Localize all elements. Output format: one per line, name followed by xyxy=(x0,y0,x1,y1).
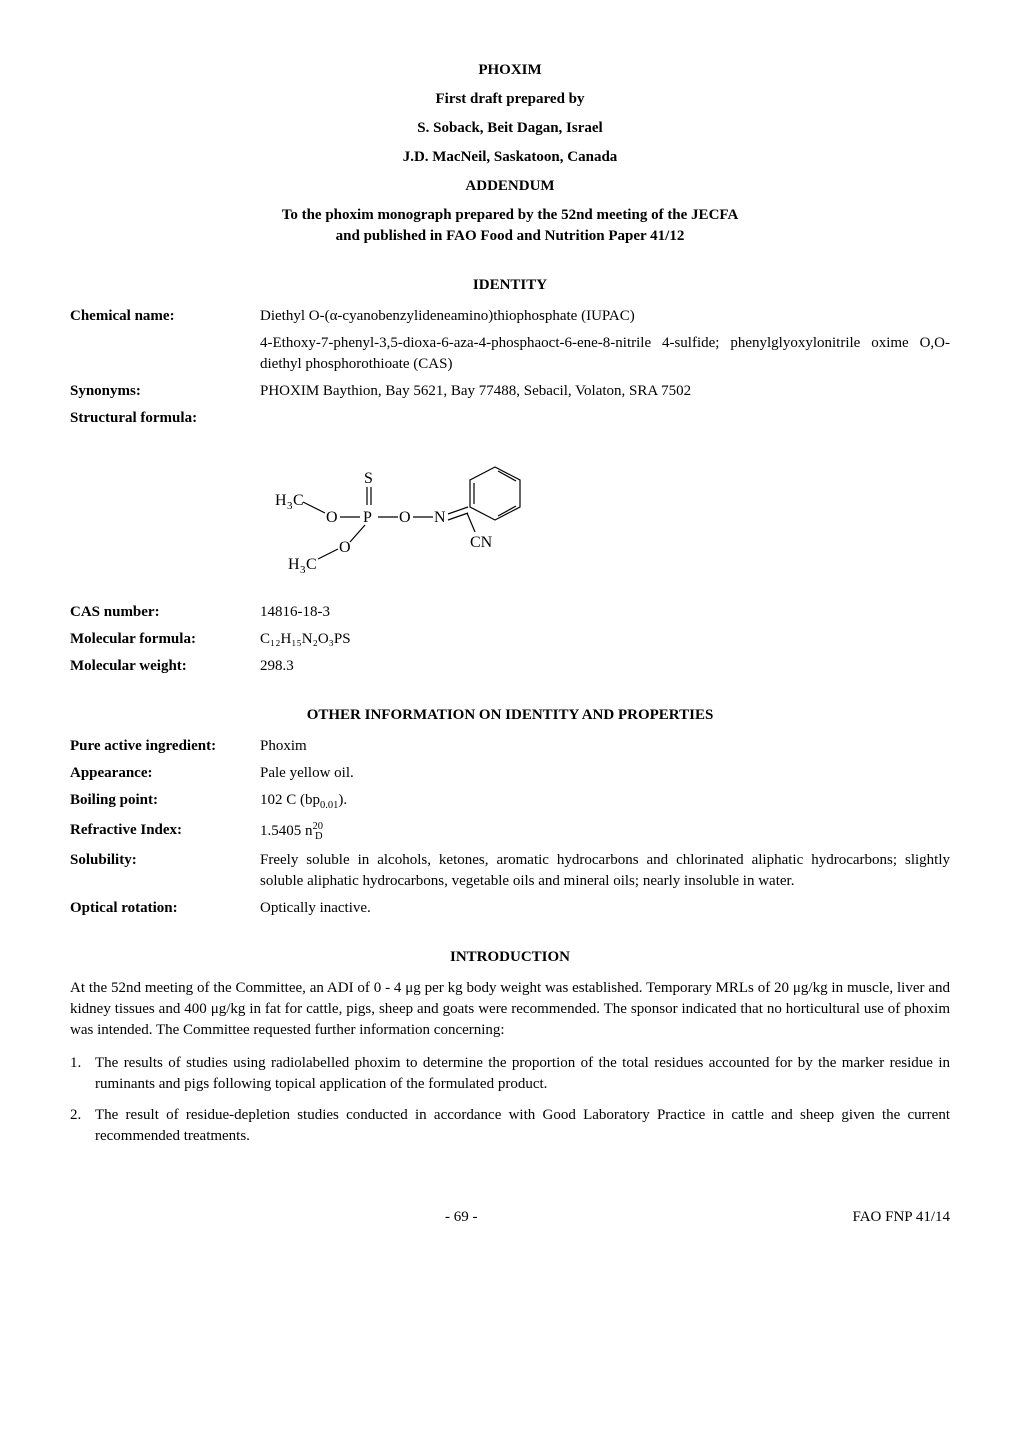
intro-paragraph: At the 52nd meeting of the Committee, an… xyxy=(70,978,950,1041)
solubility-label: Solubility: xyxy=(70,850,260,871)
chemical-name-label: Chemical name: xyxy=(70,306,260,327)
svg-text:P: P xyxy=(363,509,372,526)
svg-text:H: H xyxy=(288,556,300,573)
optical-label: Optical rotation: xyxy=(70,898,260,919)
mol-formula-value: C₁₂H₁₅N₂O₃PS xyxy=(260,629,950,650)
appearance-value: Pale yellow oil. xyxy=(260,763,950,784)
bp-value: 102 C (bp0.01). xyxy=(260,790,950,814)
mol-weight-label: Molecular weight: xyxy=(70,656,260,677)
mol-formula-label: Molecular formula: xyxy=(70,629,260,650)
chemical-name-1: Diethyl O-(α-cyanobenzylideneamino)thiop… xyxy=(260,306,950,327)
header-line-3: J.D. MacNeil, Saskatoon, Canada xyxy=(70,147,950,168)
other-info-header: OTHER INFORMATION ON IDENTITY AND PROPER… xyxy=(70,705,950,726)
synonyms-label: Synonyms: xyxy=(70,381,260,402)
header-line-1: First draft prepared by xyxy=(70,89,950,110)
pure-value: Phoxim xyxy=(260,736,950,757)
mol-weight-value: 298.3 xyxy=(260,656,950,677)
synonyms-value: PHOXIM Baythion, Bay 5621, Bay 77488, Se… xyxy=(260,381,950,402)
chemical-name-2: 4-Ethoxy-7-phenyl-3,5-dioxa-6-aza-4-phos… xyxy=(260,333,950,375)
svg-text:C: C xyxy=(293,492,304,509)
svg-text:S: S xyxy=(364,470,373,487)
structural-formula-label: Structural formula: xyxy=(70,408,260,429)
appearance-label: Appearance: xyxy=(70,763,260,784)
footer-ref: FAO FNP 41/14 xyxy=(852,1207,950,1228)
optical-value: Optically inactive. xyxy=(260,898,950,919)
doc-title: PHOXIM xyxy=(70,60,950,81)
addendum-sub-2: and published in FAO Food and Nutrition … xyxy=(70,226,950,247)
numbered-list: 1. The results of studies using radiolab… xyxy=(70,1053,950,1147)
ri-label: Refractive Index: xyxy=(70,820,260,841)
footer-page: - 69 - xyxy=(445,1207,478,1228)
svg-text:O: O xyxy=(339,539,351,556)
cas-label: CAS number: xyxy=(70,602,260,623)
svg-text:O: O xyxy=(326,509,338,526)
bp-label: Boiling point: xyxy=(70,790,260,811)
svg-text:C: C xyxy=(306,556,317,573)
header-line-2: S. Soback, Beit Dagan, Israel xyxy=(70,118,950,139)
svg-text:N: N xyxy=(434,509,446,526)
addendum-sub-1: To the phoxim monograph prepared by the … xyxy=(70,205,950,226)
intro-header: INTRODUCTION xyxy=(70,947,950,968)
list-item: 2. The result of residue-depletion studi… xyxy=(70,1105,950,1147)
list-item: 1. The results of studies using radiolab… xyxy=(70,1053,950,1095)
ri-value: 1.5405 n20D xyxy=(260,820,950,845)
svg-text:O: O xyxy=(399,509,411,526)
solubility-value: Freely soluble in alcohols, ketones, aro… xyxy=(260,850,950,892)
pure-label: Pure active ingredient: xyxy=(70,736,260,757)
header-line-4: ADDENDUM xyxy=(70,176,950,197)
svg-text:CN: CN xyxy=(470,534,493,551)
svg-text:H: H xyxy=(275,492,287,509)
structural-formula-diagram: H3C O P S O N O H3C CN xyxy=(270,447,950,584)
identity-header: IDENTITY xyxy=(70,275,950,296)
cas-value: 14816-18-3 xyxy=(260,602,950,623)
